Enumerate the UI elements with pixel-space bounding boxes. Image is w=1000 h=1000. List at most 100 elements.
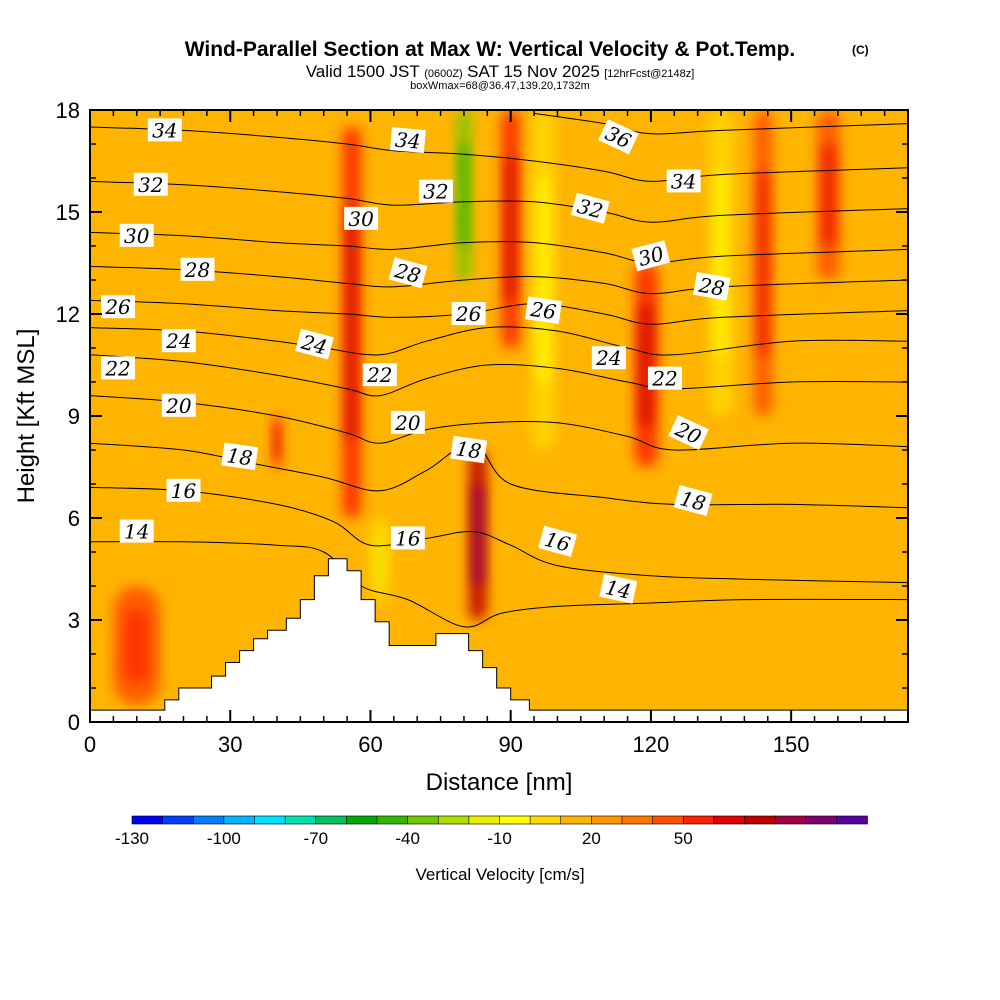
colorbar-swatch	[836, 815, 868, 825]
x-tick-label: 150	[773, 732, 810, 757]
contour-label-box	[591, 346, 626, 370]
contour-label-32: 14	[599, 574, 638, 604]
colorbar-tick-label: -70	[303, 829, 328, 848]
colorbar-swatch	[192, 815, 225, 825]
colorbar-swatch	[499, 815, 531, 825]
contour-label-box	[147, 118, 182, 142]
contour-label-text: 22	[366, 363, 392, 387]
contour-label-box	[221, 442, 259, 471]
contour-label-box	[101, 356, 136, 380]
contour-label-6: 34	[666, 169, 701, 193]
y-tick-label: 18	[56, 98, 80, 123]
contour-label-box	[631, 240, 671, 272]
colorbar-swatch	[529, 815, 562, 825]
terrain-profile	[89, 558, 909, 723]
chart-title: Wind-Parallel Section at Max W: Vertical…	[185, 38, 796, 61]
contour-label-box	[570, 192, 610, 224]
isentrope-20	[90, 395, 908, 451]
contour-label-19: 22	[101, 356, 136, 380]
isentrope-32	[90, 180, 908, 223]
contour-label-box	[450, 435, 488, 464]
contour-label-text: 26	[455, 302, 482, 326]
colorbar-swatch	[376, 815, 409, 825]
contour-label-7: 30	[119, 223, 154, 248]
y-axis: 0 3 6 9 12 15 18	[56, 98, 908, 735]
updraft-core-inner-6	[125, 609, 149, 682]
contour-label-text: 28	[696, 273, 726, 301]
colorbar-label: Vertical Velocity [cm/s]	[415, 865, 584, 884]
contour-label-box	[647, 366, 682, 390]
updraft-core-inner-1	[473, 484, 483, 586]
x-tick-label: 60	[358, 732, 382, 757]
contour-label-box	[101, 295, 136, 319]
updraft-core-inner-3	[640, 303, 653, 427]
velocity-field	[113, 110, 841, 705]
contour-label-text: 34	[671, 169, 696, 193]
contour-label-31: 14	[119, 519, 154, 544]
contour-label-text: 32	[423, 180, 448, 204]
colorbar-swatch	[621, 815, 654, 825]
x-tick-label: 120	[633, 732, 670, 757]
contour-label-text: 14	[124, 520, 149, 544]
plot-background	[90, 110, 908, 722]
colorbar-tick-label: -100	[207, 829, 241, 848]
contour-label-8: 30	[344, 206, 379, 231]
y-tick-label: 6	[68, 506, 80, 531]
contour-label-box	[362, 363, 397, 387]
colorbar-swatch	[437, 815, 470, 825]
colorbar-swatch	[346, 815, 378, 825]
contour-label-23: 20	[390, 410, 425, 435]
downdraft-core-inner-0	[460, 144, 468, 246]
contour-label-text: 32	[138, 173, 163, 197]
contour-label-box	[161, 393, 196, 417]
x-tick-label: 0	[84, 732, 96, 757]
colorbar-tick-label: 20	[582, 829, 601, 848]
contour-label-box	[119, 519, 154, 543]
isentropes	[90, 112, 908, 628]
colorbar-swatch	[560, 815, 593, 825]
contour-label-box	[693, 272, 731, 301]
y-tick-label: 0	[68, 710, 80, 735]
contour-label-box	[538, 525, 577, 557]
contour-label-text: 26	[104, 295, 131, 319]
contour-label-box	[673, 485, 713, 517]
contour-label-14: 26	[451, 302, 486, 326]
contour-label-box	[389, 127, 426, 154]
contour-label-box	[525, 296, 562, 324]
contour-label-13: 26	[101, 295, 136, 319]
contour-label-28: 16	[166, 478, 201, 503]
colorbar-tick-label: -40	[395, 829, 420, 848]
contour-label-box	[119, 223, 154, 247]
downdraft-core-inner-2	[537, 178, 550, 382]
contour-label-text: 30	[124, 224, 150, 248]
contour-label-3: 32	[133, 172, 168, 197]
x-axis: 0 30 60 90 120 150	[84, 110, 886, 757]
x-tick-label: 90	[498, 732, 522, 757]
colorbar-swatch	[805, 815, 838, 825]
y-tick-label: 3	[68, 608, 80, 633]
colorbar-swatch	[131, 815, 164, 825]
contour-label-box	[390, 526, 425, 550]
contour-label-text: 18	[454, 436, 483, 463]
colorbar-swatch	[315, 815, 348, 825]
downdraft-core-inner-1	[375, 535, 385, 586]
updraft-core-inner-2	[506, 157, 516, 301]
colorbar-tick-label: 50	[674, 829, 693, 848]
contour-label-30: 16	[538, 525, 577, 557]
colorbar-swatch	[284, 815, 317, 825]
contour-label-box	[390, 410, 425, 434]
chart-title-mark: (C)	[852, 43, 869, 57]
chart-subtitle: Valid 1500 JST (0600Z) SAT 15 Nov 2025 […	[306, 62, 695, 81]
contour-label-0: 34	[147, 118, 182, 142]
isentrope-22	[90, 354, 908, 397]
contour-label-box	[388, 257, 428, 289]
y-tick-label: 9	[68, 404, 80, 429]
subtitle-date: SAT 15 Nov 2025	[467, 62, 600, 81]
contour-label-29: 16	[390, 526, 425, 550]
colorbar-swatch	[591, 815, 623, 825]
subtitle-utc: (0600Z)	[424, 68, 463, 80]
updraft-core-inner-4	[758, 171, 768, 355]
x-tick-label: 30	[218, 732, 242, 757]
